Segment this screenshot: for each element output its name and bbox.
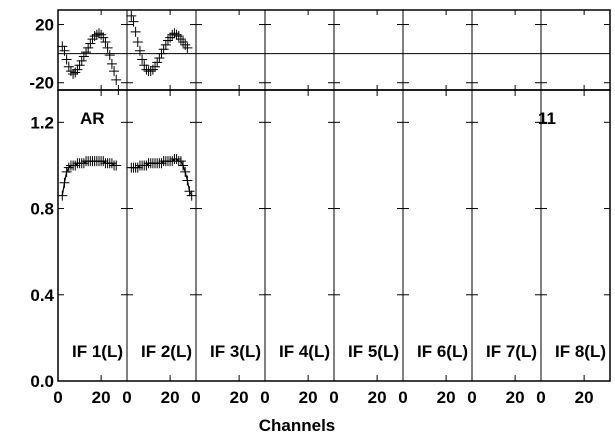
phase-point — [74, 60, 85, 71]
if-label: IF 7(L) — [486, 342, 537, 361]
phase-point — [63, 61, 74, 72]
phase-point — [78, 51, 89, 62]
phase-point — [89, 31, 100, 42]
phase-point — [70, 67, 81, 78]
x-tick-label: 20 — [368, 388, 387, 407]
phase-point — [93, 28, 104, 39]
phase-point — [76, 55, 87, 66]
x-tick-label: 20 — [299, 388, 318, 407]
source-label: AR — [80, 109, 105, 128]
phase-point — [165, 32, 176, 43]
phase-point — [102, 42, 113, 53]
phase-point — [57, 41, 68, 52]
amp-y-tick-label: 1.2 — [30, 113, 54, 132]
phase-point — [104, 50, 115, 61]
x-tick-label: 20 — [437, 388, 456, 407]
phase-point — [109, 66, 120, 77]
amp-y-tick-label: 0.8 — [30, 200, 54, 219]
amp-y-tick-label: 0.4 — [30, 286, 54, 305]
phase-point — [173, 31, 184, 42]
phase-y-tick-label: 20 — [35, 16, 54, 35]
x-tick-label: 20 — [161, 388, 180, 407]
x-tick-label: 20 — [92, 388, 111, 407]
phase-point — [134, 45, 145, 56]
phase-point — [83, 42, 94, 53]
phase-point — [175, 34, 186, 45]
phase-point — [156, 48, 167, 59]
phase-point — [150, 61, 161, 72]
if-label: IF 8(L) — [555, 342, 606, 361]
amp-y-tick-label: 0.0 — [30, 372, 54, 391]
if-label: IF 3(L) — [210, 342, 261, 361]
phase-point — [182, 42, 193, 53]
if-label: IF 6(L) — [417, 342, 468, 361]
phase-point — [65, 66, 76, 77]
amplitude-point — [186, 190, 197, 201]
x-tick-label: 0 — [536, 388, 545, 407]
phase-point — [180, 39, 191, 50]
phase-point — [128, 16, 139, 27]
phase-point — [111, 74, 122, 85]
phase-point — [178, 37, 189, 47]
phase-point — [145, 66, 156, 77]
phase-point — [158, 44, 169, 55]
x-tick-label: 0 — [122, 388, 131, 407]
phase-point — [106, 58, 117, 69]
phase-point — [171, 29, 182, 40]
amplitude-model-line — [61, 160, 117, 196]
phase-point — [87, 34, 98, 45]
phase-point — [162, 35, 173, 46]
phase-point — [139, 60, 150, 71]
phase-point — [59, 45, 70, 56]
if-label: IF 2(L) — [141, 342, 192, 361]
baseline-label: 11 — [538, 109, 556, 128]
phase-point — [113, 85, 124, 95]
phase-point — [152, 57, 163, 68]
phase-point — [61, 54, 72, 65]
x-tick-label: 20 — [506, 388, 525, 407]
phase-point — [130, 26, 141, 37]
phase-point — [96, 29, 107, 40]
phase-point — [126, 10, 137, 21]
x-tick-label: 0 — [329, 388, 338, 407]
phase-point — [160, 39, 171, 50]
phase-point — [98, 32, 109, 43]
if-label: IF 5(L) — [348, 342, 399, 361]
phase-point — [72, 64, 83, 75]
x-axis-label: Channels — [259, 416, 336, 435]
phase-point — [169, 28, 180, 39]
phase-point — [81, 47, 92, 58]
phase-point — [132, 37, 143, 47]
x-tick-label: 20 — [230, 388, 249, 407]
amplitude-model-line — [131, 158, 193, 196]
if-label: IF 1(L) — [72, 342, 123, 361]
x-tick-label: 0 — [260, 388, 269, 407]
x-tick-label: 0 — [191, 388, 200, 407]
x-tick-label: 0 — [398, 388, 407, 407]
phase-y-tick-label: -20 — [29, 74, 54, 93]
phase-point — [137, 54, 148, 65]
phase-point — [85, 38, 96, 49]
if-label: IF 4(L) — [279, 342, 330, 361]
x-tick-label: 20 — [575, 388, 594, 407]
phase-point — [100, 37, 111, 47]
phase-point — [154, 53, 165, 63]
x-tick-label: 0 — [467, 388, 476, 407]
phase-point — [147, 64, 158, 75]
phase-point — [68, 69, 79, 79]
amplitude-point — [111, 160, 122, 171]
x-tick-label: 0 — [53, 388, 62, 407]
